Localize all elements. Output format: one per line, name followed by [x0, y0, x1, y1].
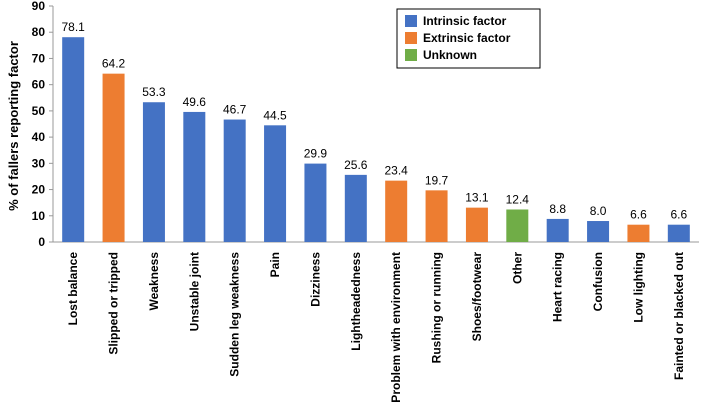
bar	[183, 111, 206, 242]
y-tick-label: 70	[32, 51, 46, 65]
category-label: Other	[510, 252, 524, 284]
bar-value-label: 6.6	[670, 208, 687, 222]
bar	[62, 37, 85, 243]
bar	[627, 224, 650, 242]
legend-label: Unknown	[423, 48, 477, 62]
category-label: Weakness	[147, 252, 161, 311]
category-label: Pain	[268, 252, 282, 277]
category-label: Confusion	[591, 252, 605, 311]
y-tick-label: 10	[32, 209, 46, 223]
bar	[385, 180, 408, 242]
y-tick-label: 40	[32, 130, 46, 144]
y-tick-label: 90	[32, 0, 46, 13]
category-label: Low lighting	[631, 252, 645, 323]
bar-value-label: 44.5	[263, 108, 287, 122]
category-label: Dizziness	[308, 252, 322, 307]
bar	[667, 224, 690, 242]
bar-value-label: 78.1	[62, 20, 86, 34]
category-label: Slipped or tripped	[107, 252, 121, 355]
y-axis-title: % of fallers reporting factor	[6, 41, 21, 211]
y-tick-label: 60	[32, 78, 46, 92]
bar-value-label: 8.0	[590, 204, 607, 218]
bar	[344, 174, 367, 242]
bar-value-label: 49.6	[183, 95, 207, 109]
bar-value-label: 19.7	[425, 173, 449, 187]
category-label: Fainted or blacked out	[672, 252, 686, 380]
legend-swatch	[405, 49, 417, 61]
legend-swatch	[405, 15, 417, 27]
category-label: Shoes/footwear	[470, 252, 484, 342]
bar	[506, 209, 529, 242]
bar-value-label: 25.6	[344, 158, 368, 172]
y-tick-label: 0	[38, 235, 45, 249]
category-label: Lost balance	[66, 252, 80, 326]
bar	[264, 125, 287, 242]
category-label: Problem with environment	[389, 252, 403, 403]
bar	[425, 190, 448, 242]
bar	[102, 73, 125, 242]
legend-swatch	[405, 32, 417, 44]
category-label: Unstable joint	[187, 252, 201, 331]
y-tick-label: 30	[32, 156, 46, 170]
bar-value-label: 6.6	[630, 208, 647, 222]
legend: Intrinsic factor Extrinsic factor Unknown	[396, 8, 541, 69]
bar	[546, 218, 569, 242]
category-label: Rushing or running	[430, 252, 444, 363]
bar	[587, 221, 610, 242]
bar-value-label: 46.7	[223, 103, 247, 117]
y-tick-label: 80	[32, 25, 46, 39]
bar	[142, 102, 165, 242]
bar-value-label: 29.9	[304, 147, 328, 161]
bar-value-label: 13.1	[465, 191, 489, 205]
legend-label: Extrinsic factor	[423, 31, 511, 45]
bar	[304, 163, 327, 242]
bar-value-label: 64.2	[102, 57, 126, 71]
bar	[465, 207, 488, 242]
bar-value-label: 53.3	[142, 85, 166, 99]
bar-value-label: 23.4	[385, 164, 409, 178]
y-tick-label: 20	[32, 183, 46, 197]
category-label: Sudden leg weakness	[228, 252, 242, 377]
bar-value-label: 12.4	[506, 192, 530, 206]
legend-box	[396, 8, 541, 69]
legend-label: Intrinsic factor	[423, 14, 507, 28]
category-label: Lightheadedness	[349, 252, 363, 351]
category-label: Heart racing	[551, 252, 565, 322]
y-tick-label: 50	[32, 104, 46, 118]
bar-value-label: 8.8	[549, 202, 566, 216]
bar	[223, 119, 246, 242]
